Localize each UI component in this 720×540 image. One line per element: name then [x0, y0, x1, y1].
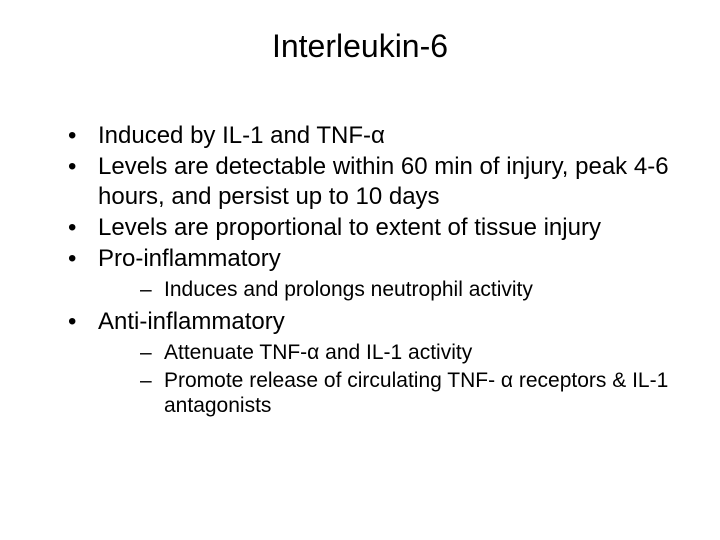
bullet-list: Induced by IL-1 and TNF-α Levels are det…	[30, 121, 690, 419]
list-item: Pro-inflammatory Induces and prolongs ne…	[68, 244, 690, 303]
list-item: Levels are detectable within 60 min of i…	[68, 152, 690, 211]
sub-list-item: Promote release of circulating TNF- α re…	[140, 368, 690, 419]
bullet-text: Anti-inflammatory	[98, 308, 285, 335]
slide: Interleukin-6 Induced by IL-1 and TNF-α …	[0, 0, 720, 540]
bullet-text: Levels are proportional to extent of tis…	[98, 214, 601, 241]
bullet-text: Pro-inflammatory	[98, 245, 281, 272]
sub-list: Induces and prolongs neutrophil activity	[98, 277, 690, 303]
sub-list: Attenuate TNF-α and IL-1 activity Promot…	[98, 340, 690, 419]
bullet-text: Induced by IL-1 and TNF-α	[98, 122, 385, 149]
list-item: Induced by IL-1 and TNF-α	[68, 121, 690, 150]
sub-bullet-text: Attenuate TNF-α and IL-1 activity	[164, 341, 472, 364]
sub-bullet-text: Induces and prolongs neutrophil activity	[164, 278, 533, 301]
slide-title: Interleukin-6	[30, 28, 690, 65]
sub-list-item: Attenuate TNF-α and IL-1 activity	[140, 340, 690, 366]
bullet-text: Levels are detectable within 60 min of i…	[98, 153, 669, 209]
sub-bullet-text: Promote release of circulating TNF- α re…	[164, 369, 668, 418]
list-item: Levels are proportional to extent of tis…	[68, 213, 690, 242]
sub-list-item: Induces and prolongs neutrophil activity	[140, 277, 690, 303]
list-item: Anti-inflammatory Attenuate TNF-α and IL…	[68, 307, 690, 419]
